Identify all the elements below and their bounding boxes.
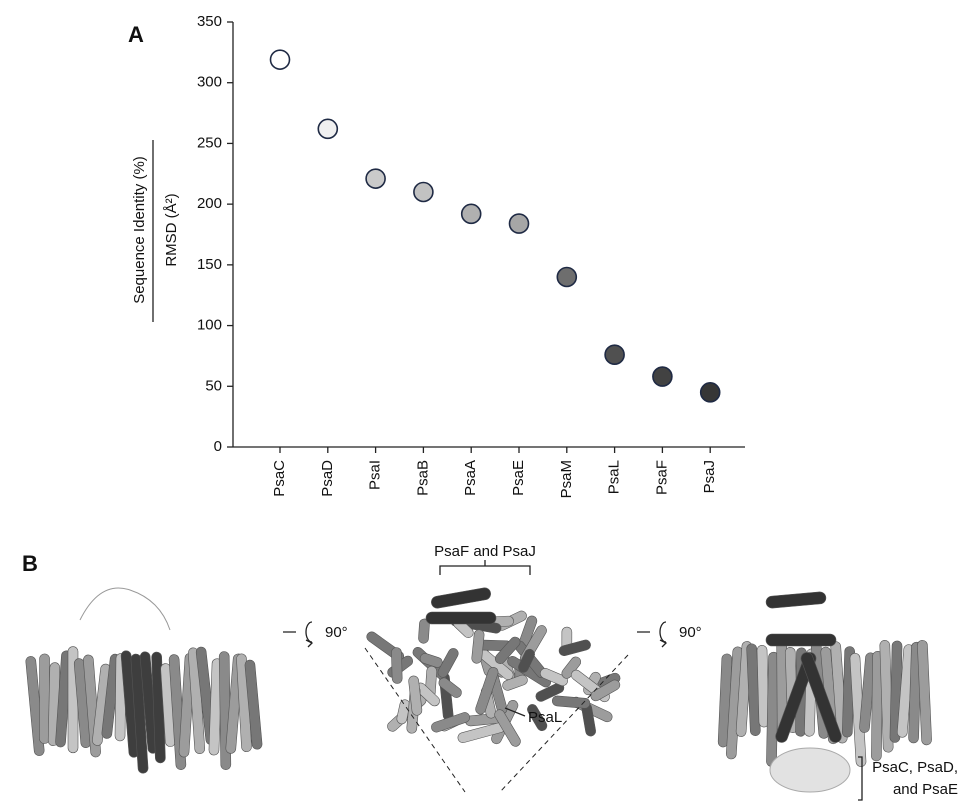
point	[366, 169, 385, 188]
point	[653, 367, 672, 386]
panel-label: B	[22, 551, 38, 576]
annotation: PsaF and PsaJ	[434, 543, 536, 560]
figure: A Sequence Identity (%) RMSD (Å²) B PsaF…	[0, 0, 971, 802]
helix	[766, 634, 836, 646]
y-tick-label: 50	[205, 377, 222, 394]
helix	[917, 640, 932, 745]
point	[318, 119, 337, 138]
x-tick-label: PsaA	[462, 460, 479, 496]
helix	[766, 591, 827, 608]
x-tick-label: PsaL	[606, 460, 623, 494]
point	[605, 345, 624, 364]
y-tick-label: 100	[197, 317, 222, 334]
helix	[39, 654, 49, 744]
y-tick-label: 200	[197, 195, 222, 212]
x-tick-label: PsaJ	[701, 460, 718, 493]
y-tick-label: 0	[214, 438, 222, 455]
rotation-icon	[637, 622, 666, 647]
structures	[25, 587, 931, 792]
bracket	[440, 560, 530, 575]
y-tick-label: 150	[197, 256, 222, 273]
point	[701, 383, 720, 402]
x-tick-label: PsaI	[367, 460, 384, 490]
x-tick-label: PsaB	[414, 460, 431, 496]
rotation-icon	[283, 622, 312, 647]
annotation: PsaL	[528, 709, 562, 726]
point	[414, 183, 433, 202]
point	[510, 214, 529, 233]
point	[462, 204, 481, 223]
y-label-denominator: RMSD (Å²)	[163, 193, 180, 266]
y-tick-label: 350	[197, 13, 222, 30]
x-tick-label: PsaC	[271, 460, 288, 497]
annotation: 90°	[679, 624, 702, 641]
helix	[426, 612, 496, 624]
panel-label: A	[128, 22, 144, 47]
x-tick-label: PsaF	[653, 460, 670, 495]
y-tick-label: 300	[197, 74, 222, 91]
x-tick-label: PsaD	[319, 460, 336, 497]
annotation: PsaC, PsaD,	[872, 759, 958, 776]
helix	[430, 587, 491, 609]
x-tick-label: PsaE	[510, 460, 527, 496]
annotation: 90°	[325, 624, 348, 641]
point	[271, 50, 290, 69]
annotation: and PsaE	[893, 781, 958, 798]
helix	[391, 647, 402, 683]
point	[557, 268, 576, 287]
y-label-numerator: Sequence Identity (%)	[131, 156, 148, 304]
x-tick-label: PsaM	[558, 460, 575, 498]
subunit	[770, 748, 850, 792]
loop	[80, 588, 170, 630]
y-tick-label: 250	[197, 134, 222, 151]
